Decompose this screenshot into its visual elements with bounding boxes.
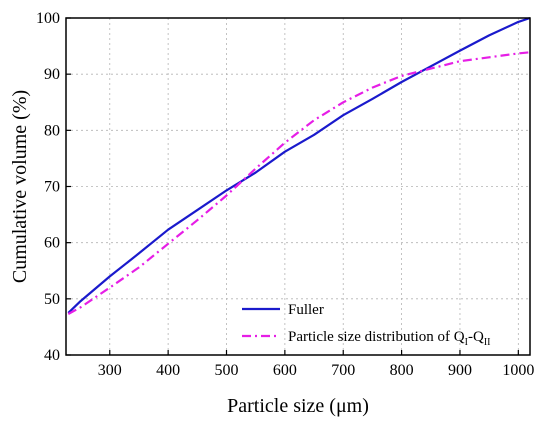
ticks: 300 400 500 600 700 800 900 1000 40 50 60 70 80 90 100	[36, 10, 534, 379]
x-tick-label: 900	[448, 362, 472, 379]
legend: Fuller Particle size distribution of QI-…	[242, 302, 490, 348]
x-tick-label: 1000	[502, 362, 534, 379]
x-tick-label: 300	[98, 362, 122, 379]
x-tick-label: 700	[331, 362, 355, 379]
y-tick-label: 70	[44, 179, 60, 196]
x-tick-label: 400	[156, 362, 180, 379]
series-line-1	[67, 51, 531, 315]
series-layer	[67, 16, 531, 315]
y-tick-label: 50	[44, 291, 60, 308]
x-tick-label: 600	[273, 362, 297, 379]
x-axis-label: Particle size (μm)	[227, 395, 369, 417]
y-tick-label: 80	[44, 122, 60, 139]
y-axis-label: Cumulative volume (%)	[9, 90, 31, 283]
legend-label-main: Particle size distribution of Q	[288, 329, 465, 345]
legend-label-sub-1: I	[465, 337, 468, 348]
y-tick-label: 100	[36, 10, 60, 27]
legend-label-mid: -Q	[468, 329, 484, 345]
legend-label-sub-2: II	[484, 337, 491, 348]
y-tick-label: 60	[44, 235, 60, 252]
y-tick-label: 40	[44, 347, 60, 364]
x-tick-label: 800	[390, 362, 414, 379]
y-tick-label: 90	[44, 66, 60, 83]
legend-label-distribution: Particle size distribution of QI-QII	[288, 329, 490, 348]
legend-label-fuller: Fuller	[288, 302, 324, 318]
grid	[66, 18, 530, 355]
x-tick-label: 500	[215, 362, 239, 379]
series-line-0	[67, 16, 531, 314]
